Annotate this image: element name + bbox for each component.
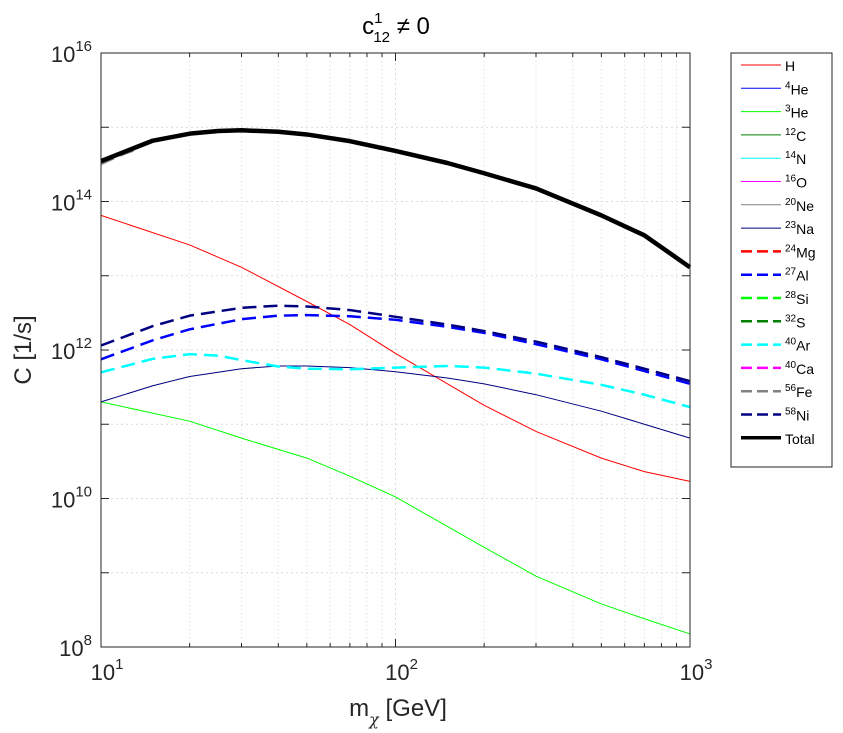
- xlabel-sub: χ: [368, 710, 380, 729]
- legend-entry-total: Total: [741, 431, 815, 447]
- legend-entry-12c: 12C: [741, 127, 806, 144]
- chart-title: c1 12 ≠ 0: [362, 10, 430, 46]
- y-tick-label: 1016: [51, 38, 92, 67]
- y-axis-label: C [1/s]: [10, 315, 37, 384]
- legend-label: 14N: [785, 150, 806, 167]
- legend-entry-20ne: 20Ne: [741, 197, 814, 214]
- legend-label: 24Mg: [785, 243, 816, 260]
- legend-entry-40ca: 40Ca: [741, 360, 814, 377]
- legend-entry-32s: 32S: [741, 313, 805, 330]
- legend-label: 40Ca: [785, 360, 814, 377]
- x-axis-label: mχ [GeV]: [349, 695, 447, 729]
- series-line-h: [100, 214, 691, 482]
- title-sub: 12: [373, 29, 390, 46]
- series-line-40ar: [100, 352, 691, 409]
- legend-entry-h: H: [741, 58, 795, 74]
- legend-label: 32S: [785, 313, 805, 330]
- legend-label: 12C: [785, 127, 806, 144]
- x-tick-label: 102: [385, 656, 418, 685]
- title-base: c: [362, 13, 374, 40]
- x-tick-label: 101: [91, 656, 124, 685]
- legend-label: 16O: [785, 174, 807, 191]
- y-tick-label: 1014: [51, 187, 92, 216]
- y-tick-label: 1010: [51, 484, 92, 513]
- xlabel-rest: [GeV]: [379, 695, 447, 722]
- legend: H 4He 3He 12C 14N 16O 20Ne 23Na 24Mg 27Al 28Si 32S 4…: [730, 52, 833, 468]
- legend-entry-16o: 16O: [741, 174, 807, 191]
- legend-entry-58ni: 58Ni: [741, 407, 809, 424]
- xlabel-base: m: [349, 695, 369, 722]
- y-tick-label: 1012: [51, 335, 92, 364]
- legend-label: H: [785, 58, 795, 74]
- legend-entry-23na: 23Na: [741, 220, 814, 237]
- legend-label: 58Ni: [785, 407, 809, 424]
- legend-label: 3He: [785, 104, 809, 121]
- y-tick-label: 108: [59, 632, 92, 661]
- axis-ticks: 101 102 103 108 1010 1012 1014 1016: [51, 38, 713, 685]
- legend-entry-28si: 28Si: [741, 290, 809, 307]
- legend-entry-56fe: 56Fe: [741, 383, 813, 400]
- legend-box: [730, 52, 833, 468]
- title-rest: ≠ 0: [390, 13, 430, 40]
- legend-label: Total: [785, 431, 815, 447]
- legend-label: 23Na: [785, 220, 814, 237]
- legend-entry-3he: 3He: [741, 104, 809, 121]
- legend-label: 4He: [785, 80, 809, 97]
- series-line-3he: [100, 401, 691, 635]
- series-line-58ni: [100, 304, 691, 383]
- series-line-27al: [100, 313, 691, 386]
- legend-label: 20Ne: [785, 197, 814, 214]
- legend-entry-24mg: 24Mg: [741, 243, 816, 260]
- legend-label: 56Fe: [785, 383, 813, 400]
- grid: [101, 53, 690, 647]
- legend-entry-14n: 14N: [741, 150, 806, 167]
- series-line-total: [100, 128, 692, 270]
- legend-label: 27Al: [785, 267, 809, 284]
- legend-label: 28Si: [785, 290, 809, 307]
- series-layer: [100, 128, 692, 635]
- legend-entries: H 4He 3He 12C 14N 16O 20Ne 23Na 24Mg 27Al 28Si 32S 4…: [741, 58, 816, 447]
- title-sup: 1: [374, 10, 382, 27]
- legend-label: 40Ar: [785, 337, 810, 354]
- legend-entry-27al: 27Al: [741, 267, 809, 284]
- legend-entry-40ar: 40Ar: [741, 337, 810, 354]
- legend-entry-4he: 4He: [741, 80, 809, 97]
- x-tick-label: 103: [680, 656, 713, 685]
